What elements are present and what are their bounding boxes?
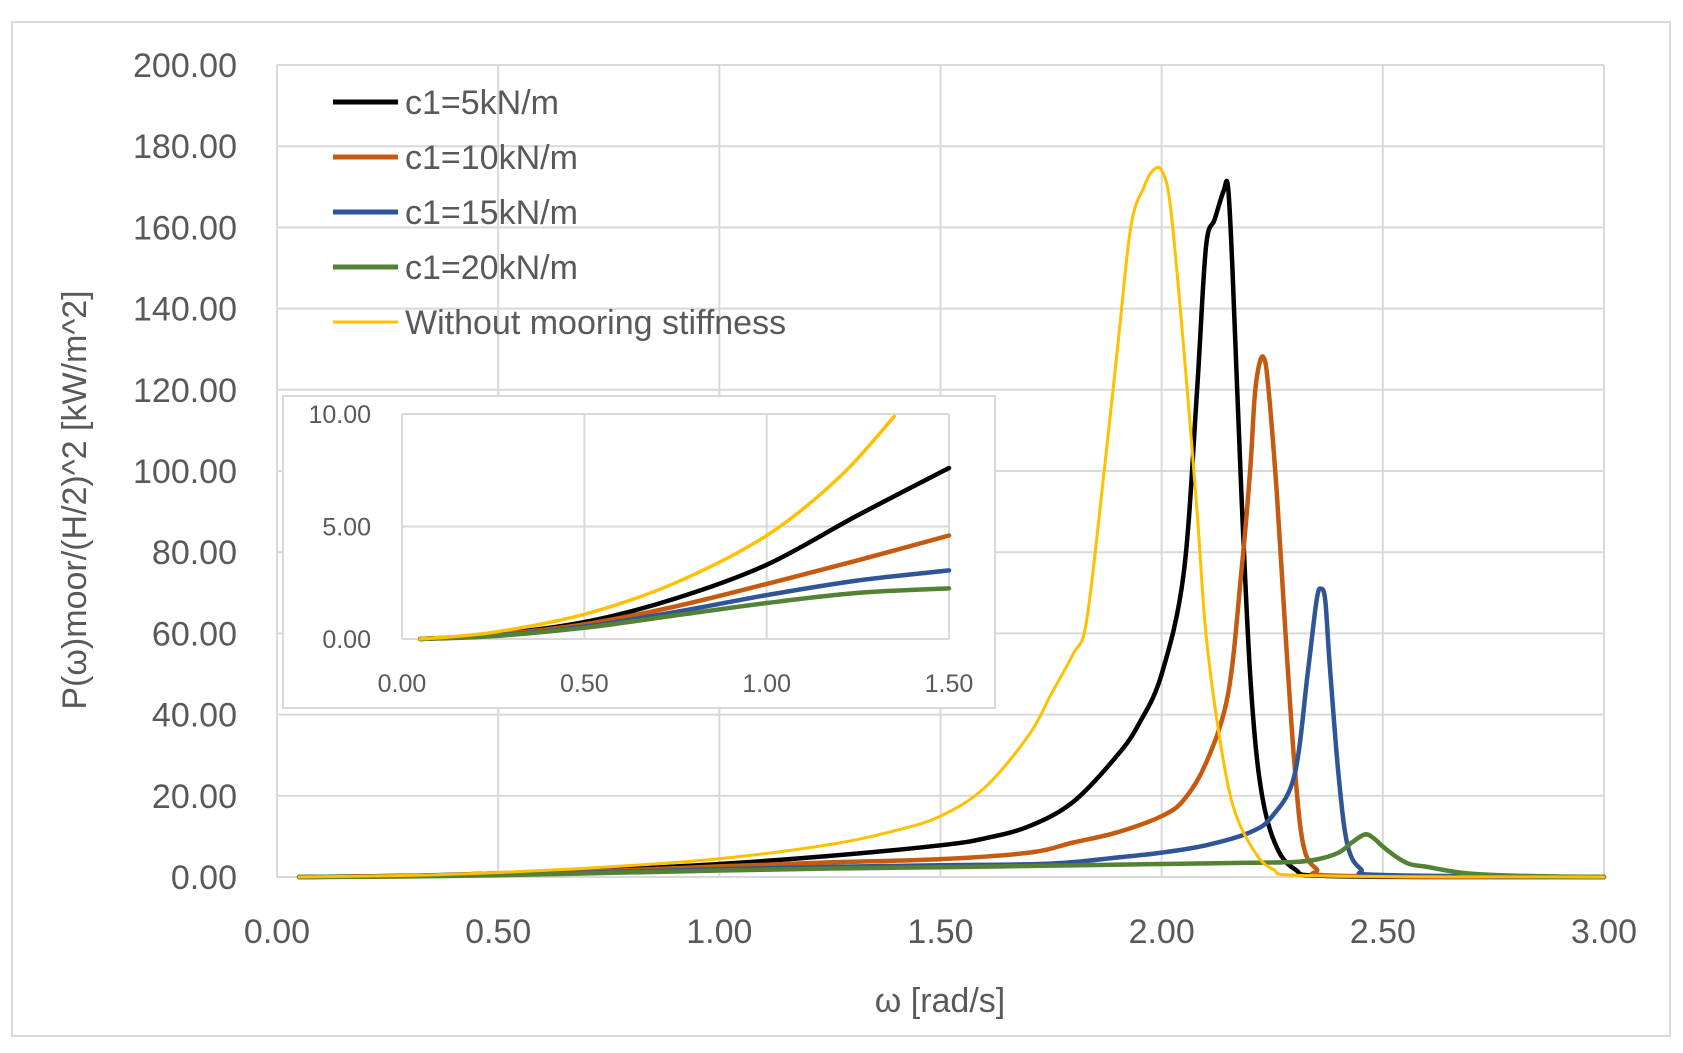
y-tick-label: 40.00 — [152, 697, 237, 735]
x-tick-label: 1.00 — [742, 670, 791, 698]
x-tick-label: 1.50 — [907, 913, 973, 951]
main-x-tick-labels: 0.00 0.50 1.00 1.50 2.00 2.50 3.00 — [244, 913, 1637, 951]
series-line-4 — [296, 832, 1607, 880]
main-y-tick-labels: 0.00 20.00 40.00 60.00 80.00 100.00 120.00 140.… — [133, 47, 237, 897]
main-series-group — [296, 165, 1607, 880]
x-tick-label: 1.50 — [925, 670, 974, 698]
y-tick-label: 120.00 — [133, 372, 237, 410]
series-line-4 — [417, 586, 952, 642]
legend-label-2: c1=10kN/m — [405, 139, 578, 177]
series-line-1 — [296, 178, 1607, 880]
y-tick-label: 5.00 — [322, 514, 371, 542]
y-tick-label: 0.00 — [322, 626, 371, 654]
x-tick-label: 2.00 — [1129, 913, 1195, 951]
inset-chart: 0.00 5.00 10.00 0.00 0.50 1.00 1.50 — [282, 395, 996, 709]
legend-label-3: c1=15kN/m — [405, 194, 578, 232]
x-tick-label: 0.50 — [560, 670, 609, 698]
series-line-5 — [297, 165, 1606, 879]
y-tick-label: 160.00 — [133, 209, 237, 247]
y-tick-label: 80.00 — [152, 534, 237, 572]
x-axis-title: ω [rad/s] — [875, 982, 1005, 1020]
inset-series-group — [417, 414, 952, 642]
x-tick-label: 0.00 — [244, 913, 310, 951]
y-tick-label: 140.00 — [133, 291, 237, 329]
y-tick-label: 180.00 — [133, 128, 237, 166]
y-tick-label: 20.00 — [152, 778, 237, 816]
legend-label-1: c1=5kN/m — [405, 84, 559, 122]
inset-x-tick-labels: 0.00 0.50 1.00 1.50 — [378, 670, 974, 698]
legend-label-4: c1=20kN/m — [405, 249, 578, 287]
legend-label-5: Without mooring stiffness — [405, 304, 786, 342]
y-tick-label: 200.00 — [133, 47, 237, 85]
y-tick-label: 10.00 — [308, 401, 371, 429]
x-tick-label: 0.00 — [378, 670, 427, 698]
x-tick-label: 0.50 — [465, 913, 531, 951]
y-tick-label: 60.00 — [152, 615, 237, 653]
x-tick-label: 3.00 — [1571, 913, 1637, 951]
y-axis-title: P(ω)moor/(H/2)^2 [kW/m^2] — [56, 290, 94, 709]
inset-y-tick-labels: 0.00 5.00 10.00 — [308, 401, 371, 654]
series-line-5 — [418, 414, 897, 641]
y-tick-label: 100.00 — [133, 453, 237, 491]
x-tick-label: 2.50 — [1350, 913, 1416, 951]
legend: c1=5kN/m c1=10kN/m c1=15kN/m c1=20kN/m Witho… — [333, 84, 786, 342]
x-tick-label: 1.00 — [686, 913, 752, 951]
series-line-2 — [296, 354, 1607, 880]
inset-gridlines — [401, 413, 950, 640]
y-tick-label: 0.00 — [171, 859, 237, 897]
